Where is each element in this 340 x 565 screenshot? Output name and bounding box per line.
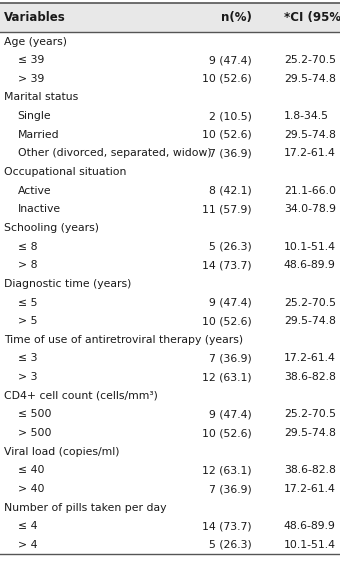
Text: 9 (47.4): 9 (47.4)	[209, 298, 252, 307]
Text: > 39: > 39	[18, 74, 44, 84]
Text: 48.6-89.9: 48.6-89.9	[284, 260, 336, 270]
Text: 11 (57.9): 11 (57.9)	[202, 205, 252, 214]
Text: 12 (63.1): 12 (63.1)	[202, 372, 252, 382]
Text: 29.5-74.8: 29.5-74.8	[284, 316, 336, 326]
Text: 9 (47.4): 9 (47.4)	[209, 410, 252, 419]
Text: 17.2-61.4: 17.2-61.4	[284, 484, 336, 494]
Text: 25.2-70.5: 25.2-70.5	[284, 410, 336, 419]
Text: 8 (42.1): 8 (42.1)	[209, 186, 252, 195]
Text: ≤ 500: ≤ 500	[18, 410, 51, 419]
Text: ≤ 4: ≤ 4	[18, 521, 37, 531]
Text: 5 (26.3): 5 (26.3)	[209, 540, 252, 550]
Text: 10 (52.6): 10 (52.6)	[202, 74, 252, 84]
Text: Schooling (years): Schooling (years)	[4, 223, 99, 233]
Text: 9 (47.4): 9 (47.4)	[209, 55, 252, 65]
Text: Diagnostic time (years): Diagnostic time (years)	[4, 279, 132, 289]
Text: Inactive: Inactive	[18, 205, 61, 214]
Text: 29.5-74.8: 29.5-74.8	[284, 428, 336, 438]
Text: 2 (10.5): 2 (10.5)	[209, 111, 252, 121]
Text: 10.1-51.4: 10.1-51.4	[284, 242, 336, 251]
Text: 29.5-74.8: 29.5-74.8	[284, 74, 336, 84]
Text: Active: Active	[18, 186, 51, 195]
Text: 48.6-89.9: 48.6-89.9	[284, 521, 336, 531]
Text: 12 (63.1): 12 (63.1)	[202, 466, 252, 475]
Text: 5 (26.3): 5 (26.3)	[209, 242, 252, 251]
Text: 7 (36.9): 7 (36.9)	[209, 354, 252, 363]
Text: > 8: > 8	[18, 260, 37, 270]
Text: Other (divorced, separated, widow): Other (divorced, separated, widow)	[18, 149, 211, 158]
Text: 7 (36.9): 7 (36.9)	[209, 149, 252, 158]
Text: 1.8-34.5: 1.8-34.5	[284, 111, 329, 121]
Text: Single: Single	[18, 111, 51, 121]
Text: ≤ 39: ≤ 39	[18, 55, 44, 65]
Text: 29.5-74.8: 29.5-74.8	[284, 130, 336, 140]
Bar	[0, 3, 340, 32]
Text: 10 (52.6): 10 (52.6)	[202, 316, 252, 326]
Text: 38.6-82.8: 38.6-82.8	[284, 466, 336, 475]
Text: > 4: > 4	[18, 540, 37, 550]
Text: > 5: > 5	[18, 316, 37, 326]
Text: Marital status: Marital status	[4, 93, 78, 102]
Text: Occupational situation: Occupational situation	[4, 167, 126, 177]
Text: > 500: > 500	[18, 428, 51, 438]
Text: 25.2-70.5: 25.2-70.5	[284, 55, 336, 65]
Text: Variables: Variables	[4, 11, 66, 24]
Text: > 40: > 40	[18, 484, 44, 494]
Text: Married: Married	[18, 130, 59, 140]
Text: Age (years): Age (years)	[4, 37, 67, 46]
Text: ≤ 40: ≤ 40	[18, 466, 44, 475]
Text: 21.1-66.0: 21.1-66.0	[284, 186, 336, 195]
Text: *CI (95%): *CI (95%)	[284, 11, 340, 24]
Text: 14 (73.7): 14 (73.7)	[202, 260, 252, 270]
Text: 10.1-51.4: 10.1-51.4	[284, 540, 336, 550]
Text: 25.2-70.5: 25.2-70.5	[284, 298, 336, 307]
Text: CD4+ cell count (cells/mm³): CD4+ cell count (cells/mm³)	[4, 391, 158, 401]
Text: 17.2-61.4: 17.2-61.4	[284, 354, 336, 363]
Text: ≤ 8: ≤ 8	[18, 242, 37, 251]
Text: ≤ 3: ≤ 3	[18, 354, 37, 363]
Text: Time of use of antiretroviral therapy (years): Time of use of antiretroviral therapy (y…	[4, 335, 243, 345]
Text: 14 (73.7): 14 (73.7)	[202, 521, 252, 531]
Text: 38.6-82.8: 38.6-82.8	[284, 372, 336, 382]
Text: Viral load (copies/ml): Viral load (copies/ml)	[4, 447, 120, 457]
Text: 10 (52.6): 10 (52.6)	[202, 130, 252, 140]
Text: > 3: > 3	[18, 372, 37, 382]
Text: 34.0-78.9: 34.0-78.9	[284, 205, 336, 214]
Text: 17.2-61.4: 17.2-61.4	[284, 149, 336, 158]
Text: 10 (52.6): 10 (52.6)	[202, 428, 252, 438]
Text: 7 (36.9): 7 (36.9)	[209, 484, 252, 494]
Text: Number of pills taken per day: Number of pills taken per day	[4, 503, 167, 512]
Text: ≤ 5: ≤ 5	[18, 298, 37, 307]
Text: n(%): n(%)	[221, 11, 252, 24]
